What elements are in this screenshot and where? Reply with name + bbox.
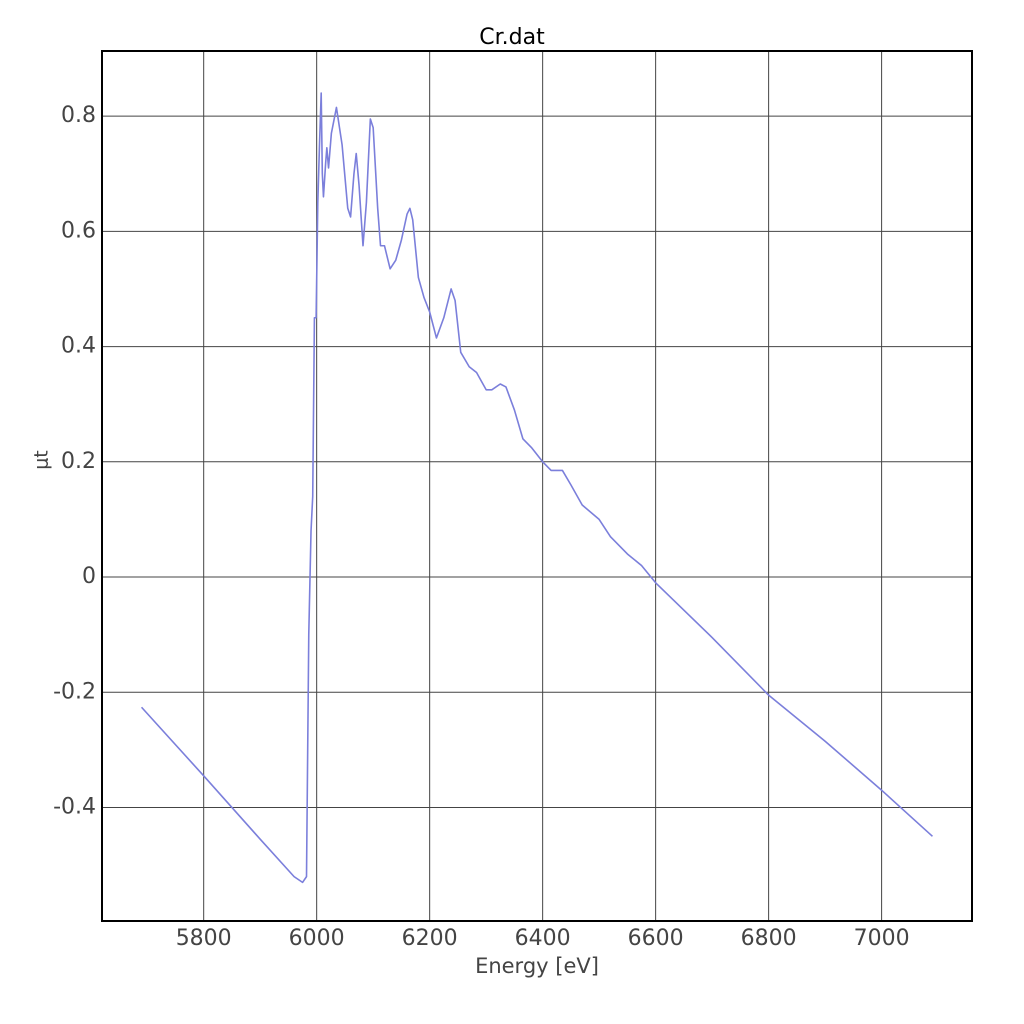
y-tick-label: 0.8 <box>61 103 96 128</box>
y-tick-label: 0.4 <box>61 334 96 359</box>
y-tick-label: 0.2 <box>61 449 96 474</box>
x-tick-label: 6800 <box>741 926 797 951</box>
x-tick-label: 7000 <box>854 926 910 951</box>
x-tick-label: 6600 <box>628 926 684 951</box>
chart-title: Cr.dat <box>479 25 545 50</box>
y-axis-label: μt <box>31 450 53 470</box>
y-tick-label: -0.2 <box>53 679 96 704</box>
x-tick-label: 6200 <box>402 926 458 951</box>
data-line <box>140 92 933 884</box>
y-tick-label: 0 <box>82 564 96 589</box>
plot-frame <box>101 50 973 922</box>
x-axis-label: Energy [eV] <box>475 954 599 978</box>
x-tick-label: 6400 <box>515 926 571 951</box>
x-tick-label: 5800 <box>176 926 232 951</box>
y-tick-label: -0.4 <box>53 794 96 819</box>
x-tick-label: 6000 <box>289 926 345 951</box>
y-tick-label: 0.6 <box>61 218 96 243</box>
